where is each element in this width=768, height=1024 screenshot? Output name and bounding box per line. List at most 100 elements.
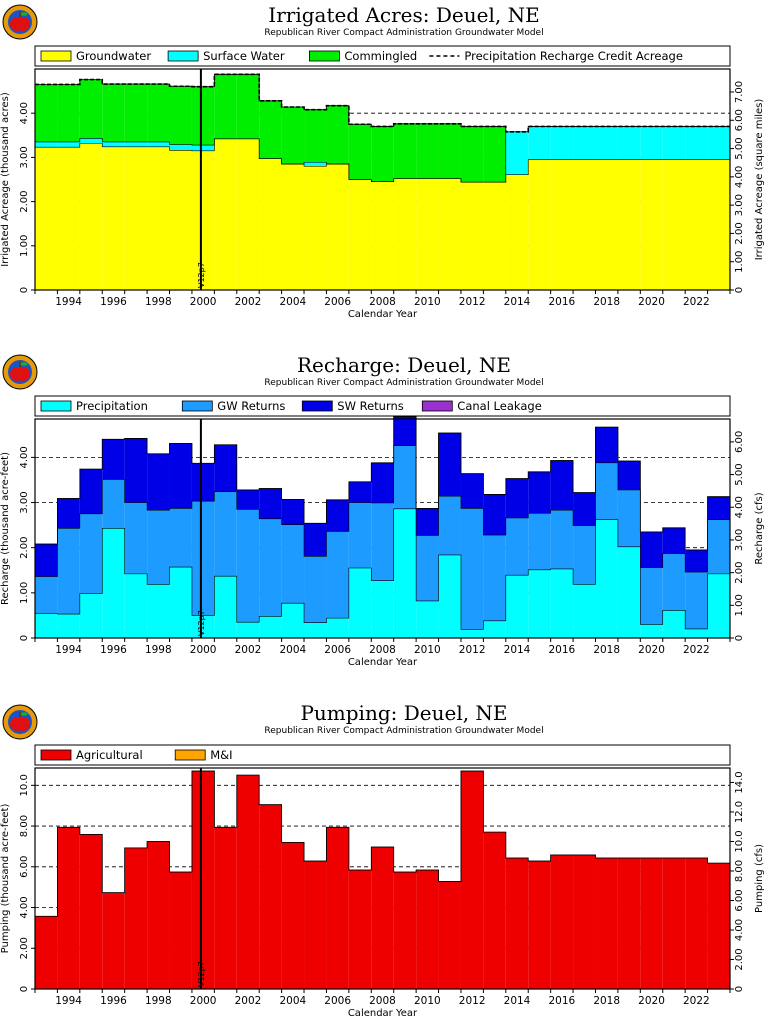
x-tick-label-14: 2020 [638, 296, 665, 308]
bar-1998 [147, 453, 170, 511]
apple-right [16, 367, 30, 381]
y-tick-label-5: 8.00 [19, 815, 30, 837]
bar-2004 [281, 499, 305, 525]
x-tick-label-11: 2014 [504, 296, 531, 308]
version-label: V12p7 [197, 262, 206, 288]
bar-2005 [304, 861, 327, 989]
bar-2023 [707, 496, 730, 520]
bar-2004 [281, 164, 305, 290]
legend-label-4: Canal Leakage [457, 399, 541, 413]
bar-2015 [528, 569, 551, 638]
bar-2017 [573, 492, 596, 526]
bar-1993 [35, 613, 58, 638]
chart-subtitle: Republican River Compact Administration … [264, 28, 543, 38]
bar-2016 [550, 159, 574, 290]
bar-2010 [416, 600, 439, 638]
bar-2014 [505, 478, 529, 518]
bar-2020 [640, 858, 663, 989]
bar-2002 [236, 775, 260, 989]
bar-1998 [147, 146, 170, 290]
x-tick-label-13: 2018 [593, 296, 620, 308]
bar-2014 [505, 575, 529, 638]
x-tick-label-7: 2006 [324, 644, 351, 656]
y2-tick-label-3: 2.00 [734, 222, 745, 244]
y2-tick-label-1: 0 [734, 986, 745, 992]
x-tick-label-10: 2012 [459, 644, 486, 656]
bar-2005 [304, 162, 327, 167]
bar-1997 [124, 146, 148, 290]
bar-2019 [617, 126, 641, 160]
x-tick-label-15: 2022 [683, 644, 710, 656]
bar-2006 [326, 531, 349, 619]
y2-axis-label: Irrigated Acreage (square miles) [754, 99, 765, 261]
x-tick-label-13: 2018 [593, 995, 620, 1007]
bar-1993 [35, 544, 58, 577]
x-tick-label-14: 2020 [638, 995, 665, 1007]
x-tick-label-8: 2008 [369, 995, 396, 1007]
apple-stem [19, 712, 21, 717]
bar-2022 [685, 549, 708, 573]
bar-2006 [326, 618, 349, 638]
bar-2020 [640, 126, 663, 160]
x-tick-label-12: 2016 [548, 995, 575, 1007]
bar-2002 [236, 509, 260, 623]
x-tick-label-12: 2016 [548, 644, 575, 656]
bar-2003 [259, 518, 282, 617]
bar-2012 [460, 473, 484, 509]
bar-2011 [438, 881, 461, 989]
bar-1995 [79, 138, 103, 144]
apple-leaf [20, 712, 28, 716]
bar-2008 [371, 126, 394, 182]
x-axis-label: Calendar Year [348, 1008, 418, 1019]
y-tick-label-5: 4.00 [19, 102, 30, 124]
bar-2020 [640, 624, 663, 638]
series-boundary-3 [35, 416, 730, 551]
bar-1998 [147, 841, 170, 989]
apple-leaf [20, 362, 28, 366]
bar-2002 [236, 622, 260, 638]
y-tick-label-1: 0 [19, 287, 30, 293]
bar-2002 [236, 489, 260, 510]
bar-1994 [57, 141, 80, 148]
bar-1999 [169, 508, 192, 568]
bar-2010 [416, 123, 439, 179]
legend-swatch-3 [308, 50, 340, 62]
bar-2011 [438, 554, 461, 638]
series-surface-water [35, 126, 730, 175]
legend-swatch-1 [40, 749, 72, 761]
bar-1993 [35, 141, 58, 148]
bar-2007 [348, 179, 372, 290]
bar-2001 [214, 74, 237, 139]
y2-tick-label-4: 3.00 [734, 194, 745, 216]
bar-2023 [707, 126, 730, 160]
bar-2009 [393, 445, 417, 509]
y-tick-label-4: 3.00 [19, 146, 30, 168]
bar-1999 [169, 86, 192, 145]
bar-1994 [57, 84, 80, 142]
version-label: V12p7 [197, 610, 206, 636]
bar-2009 [393, 872, 417, 989]
bar-1994 [57, 147, 80, 290]
legend-label-1: Agricultural [76, 748, 143, 762]
y2-tick-label-1: 0 [734, 287, 745, 293]
legend-box [34, 45, 731, 67]
bar-2016 [550, 126, 574, 160]
y-tick-label-1: 0 [19, 635, 30, 641]
bar-2015 [528, 861, 551, 989]
x-tick-label-15: 2022 [683, 995, 710, 1007]
bar-2007 [348, 502, 372, 569]
bar-1995 [79, 79, 103, 139]
series-precipitation [35, 508, 730, 638]
bar-2006 [326, 827, 349, 989]
bar-2000 [191, 145, 215, 151]
bar-1994 [57, 498, 80, 529]
bar-2004 [281, 603, 305, 638]
bar-2017 [573, 525, 596, 585]
bar-2012 [460, 771, 484, 989]
plot-frame [34, 418, 731, 639]
bar-1995 [79, 513, 103, 594]
bar-1996 [102, 84, 125, 142]
bar-2016 [550, 510, 574, 569]
